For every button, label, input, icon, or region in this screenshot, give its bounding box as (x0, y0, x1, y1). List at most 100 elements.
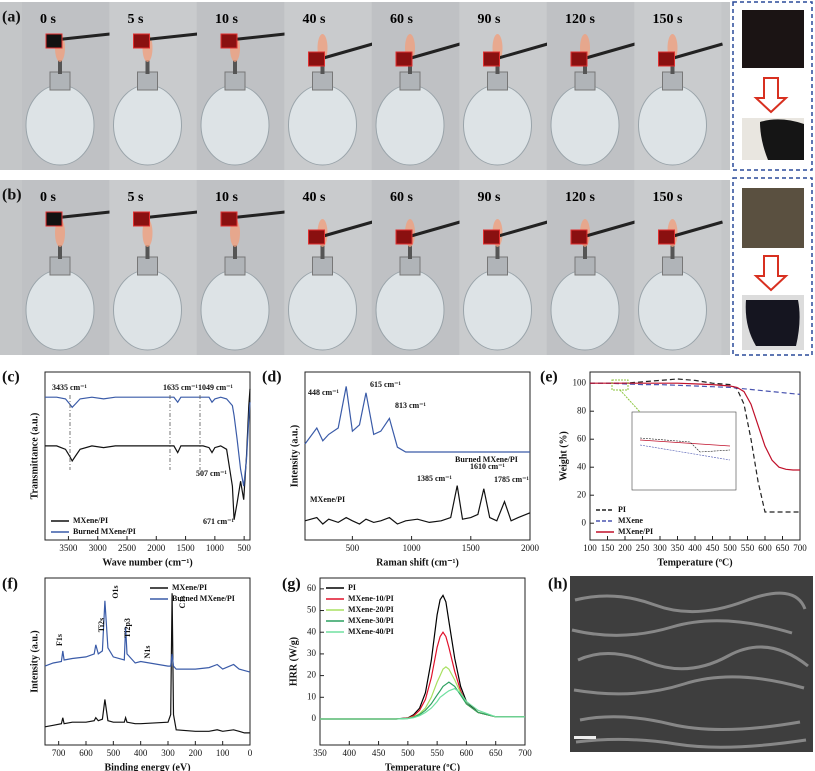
tweezers (666, 42, 723, 62)
x-tick-label: 2000 (147, 543, 166, 553)
legend-label: MXene-40/PI (348, 627, 394, 636)
sample (220, 33, 238, 49)
series-line (590, 382, 800, 471)
y-tick-label: 60 (307, 583, 317, 593)
wick (145, 60, 150, 74)
legend-label: MXene-30/PI (348, 616, 394, 625)
series-line (44, 593, 250, 734)
sample (45, 211, 63, 227)
x-tick-label: 3000 (89, 543, 108, 553)
lamp-neck (49, 71, 71, 91)
time-label: 60 s (390, 190, 414, 205)
x-tick-label: 550 (741, 543, 755, 553)
series-line (45, 388, 251, 520)
wick (233, 245, 237, 259)
series-line (320, 631, 525, 720)
sample (308, 51, 325, 67)
wick (145, 245, 150, 259)
panel-label: (c) (2, 369, 20, 386)
x-tick-label: 300 (161, 748, 175, 758)
time-label: 5 s (128, 12, 145, 27)
series-label: MXene/PI (310, 495, 345, 504)
lamp-neck (224, 256, 246, 276)
y-axis-label: Weight (%) (558, 431, 569, 481)
annotation: Ti2p3 (123, 618, 132, 638)
x-tick-label: 1000 (403, 543, 422, 553)
x-tick-label: 250 (636, 543, 650, 553)
annotation: N1s (143, 646, 152, 659)
tweezers (316, 42, 373, 62)
sample (45, 33, 63, 49)
wick (58, 245, 62, 259)
x-axis-label: Temperature (ºC) (657, 557, 732, 568)
lamp-glass (638, 269, 707, 351)
legend-label: MXene-20/PI (348, 605, 394, 614)
lamp-neck (137, 256, 158, 276)
series-line (320, 666, 525, 720)
y-tick-label: 60 (577, 433, 587, 443)
annotation: C1s (178, 596, 187, 609)
sample (308, 229, 325, 245)
y-tick-label: 0 (312, 713, 317, 723)
lamp-glass (375, 84, 445, 166)
x-tick-label: 600 (79, 748, 93, 758)
annotation: 813 cm⁻¹ (395, 401, 426, 410)
annotation: 1385 cm⁻¹ (417, 474, 452, 483)
lamp-glass (25, 269, 95, 351)
x-tick-label: 450 (372, 748, 386, 758)
lamp-glass (288, 269, 357, 351)
y-tick-label: 40 (577, 461, 587, 471)
sample (570, 51, 588, 67)
lamp-neck (399, 71, 421, 91)
x-tick-label: 100 (216, 748, 230, 758)
x-tick-label: 1000 (206, 543, 225, 553)
legend-label: Burned MXene/PI (172, 594, 235, 603)
annotation: 1635 cm⁻¹ (163, 383, 198, 392)
lamp-neck (224, 71, 246, 91)
lamp-glass (288, 84, 357, 166)
annotation: F1s (55, 634, 64, 646)
zoom-link (619, 389, 641, 413)
x-tick-label: 100 (583, 543, 597, 553)
y-tick-label: 30 (307, 648, 317, 658)
sample (395, 51, 413, 67)
lamp-glass (638, 84, 707, 166)
series-line (590, 378, 800, 513)
wick (233, 60, 237, 74)
annotation: 507 cm⁻¹ (196, 469, 227, 478)
x-tick-label: 700 (518, 748, 532, 758)
y-tick-label: 20 (577, 489, 587, 499)
annotation: 615 cm⁻¹ (370, 380, 401, 389)
x-tick-label: 400 (134, 748, 148, 758)
time-label: 10 s (215, 190, 239, 205)
x-tick-label: 3500 (59, 543, 78, 553)
series-line (44, 600, 251, 673)
x-tick-label: 500 (723, 543, 737, 553)
tweezers (53, 210, 111, 220)
inset-curve (639, 444, 731, 461)
x-tick-label: 700 (52, 748, 66, 758)
sample (220, 211, 238, 227)
wick (58, 60, 62, 74)
legend-label: PI (618, 505, 626, 514)
panel-label: (d) (262, 369, 282, 386)
x-tick-label: 650 (489, 748, 503, 758)
time-label: 120 s (565, 12, 596, 27)
tweezers (141, 32, 198, 42)
x-tick-label: 400 (343, 748, 357, 758)
series-line (45, 396, 251, 487)
y-tick-label: 40 (307, 626, 317, 636)
x-axis-label: Wave number (cm⁻¹) (102, 557, 192, 568)
y-tick-label: 0 (582, 517, 587, 527)
lamp-neck (312, 256, 333, 276)
legend-label: MXene/PI (73, 516, 108, 525)
x-axis-label: Temperature (ºC) (385, 762, 460, 771)
plot-frame (44, 371, 251, 541)
x-tick-label: 500 (346, 543, 360, 553)
lamp-glass (113, 269, 182, 351)
time-label: 0 s (40, 190, 57, 205)
lamp-glass (200, 269, 270, 351)
lamp-glass (550, 269, 620, 351)
y-axis-label: Intensity (a.u.) (289, 425, 300, 488)
legend-label: Burned MXene/PI (73, 527, 136, 536)
